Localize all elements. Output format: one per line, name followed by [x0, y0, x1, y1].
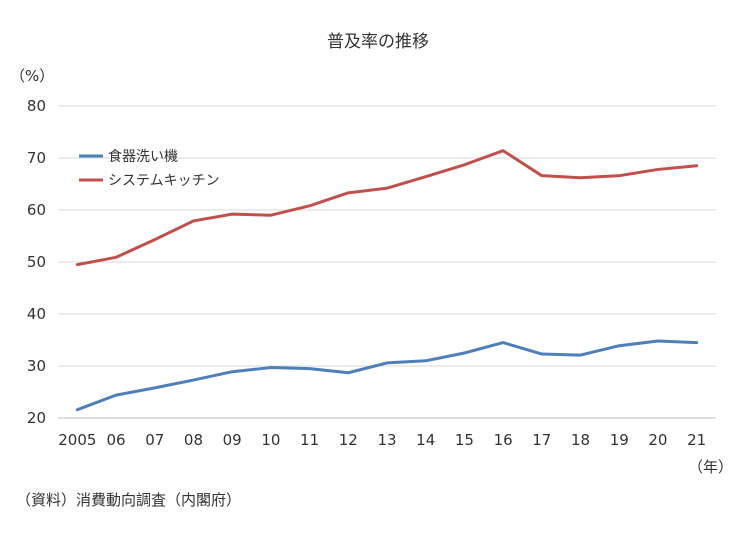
y-tick-label: 80 [27, 97, 46, 115]
y-tick-label: 60 [27, 201, 46, 219]
x-tick-label: 16 [494, 431, 513, 449]
source-note: （資料）消費動向調査（内閣府） [16, 491, 241, 509]
x-tick-label: 11 [300, 431, 319, 449]
y-tick-label: 50 [27, 253, 46, 271]
y-axis-unit-label: （%） [10, 67, 54, 85]
y-tick-label: 70 [27, 149, 46, 167]
y-tick-label: 40 [27, 305, 46, 323]
y-tick-label: 20 [27, 409, 46, 427]
x-tick-label: 07 [145, 431, 164, 449]
x-axis-unit-label: （年） [688, 458, 733, 476]
x-tick-label: 09 [223, 431, 242, 449]
tick-labels: 20 30 40 50 60 70 80 2005 06 07 08 09 10 11 12 13 14 15 16… [27, 97, 706, 449]
x-tick-label: 08 [184, 431, 203, 449]
gridlines [58, 105, 716, 419]
legend-label-1: システムキッチン [108, 173, 220, 189]
x-tick-label: 14 [416, 431, 435, 449]
y-tick-label: 30 [27, 357, 46, 375]
x-tick-label: 20 [648, 431, 667, 449]
x-tick-label: 06 [107, 431, 126, 449]
x-tick-label: 18 [571, 431, 590, 449]
x-tick-label: 15 [455, 431, 474, 449]
x-tick-label: 12 [339, 431, 358, 449]
series-line-1 [75, 149, 699, 267]
series-line-0 [75, 339, 699, 412]
chart-title: 普及率の推移 [327, 32, 429, 52]
x-tick-label: 10 [261, 431, 280, 449]
x-tick-label: 19 [610, 431, 629, 449]
legend-label-0: 食器洗い機 [108, 148, 178, 165]
series-lines [75, 149, 699, 412]
x-tick-label: 13 [377, 431, 396, 449]
x-tick-label: 21 [687, 431, 706, 449]
x-tick-label: 17 [532, 431, 551, 449]
x-tick-label: 2005 [58, 431, 96, 449]
